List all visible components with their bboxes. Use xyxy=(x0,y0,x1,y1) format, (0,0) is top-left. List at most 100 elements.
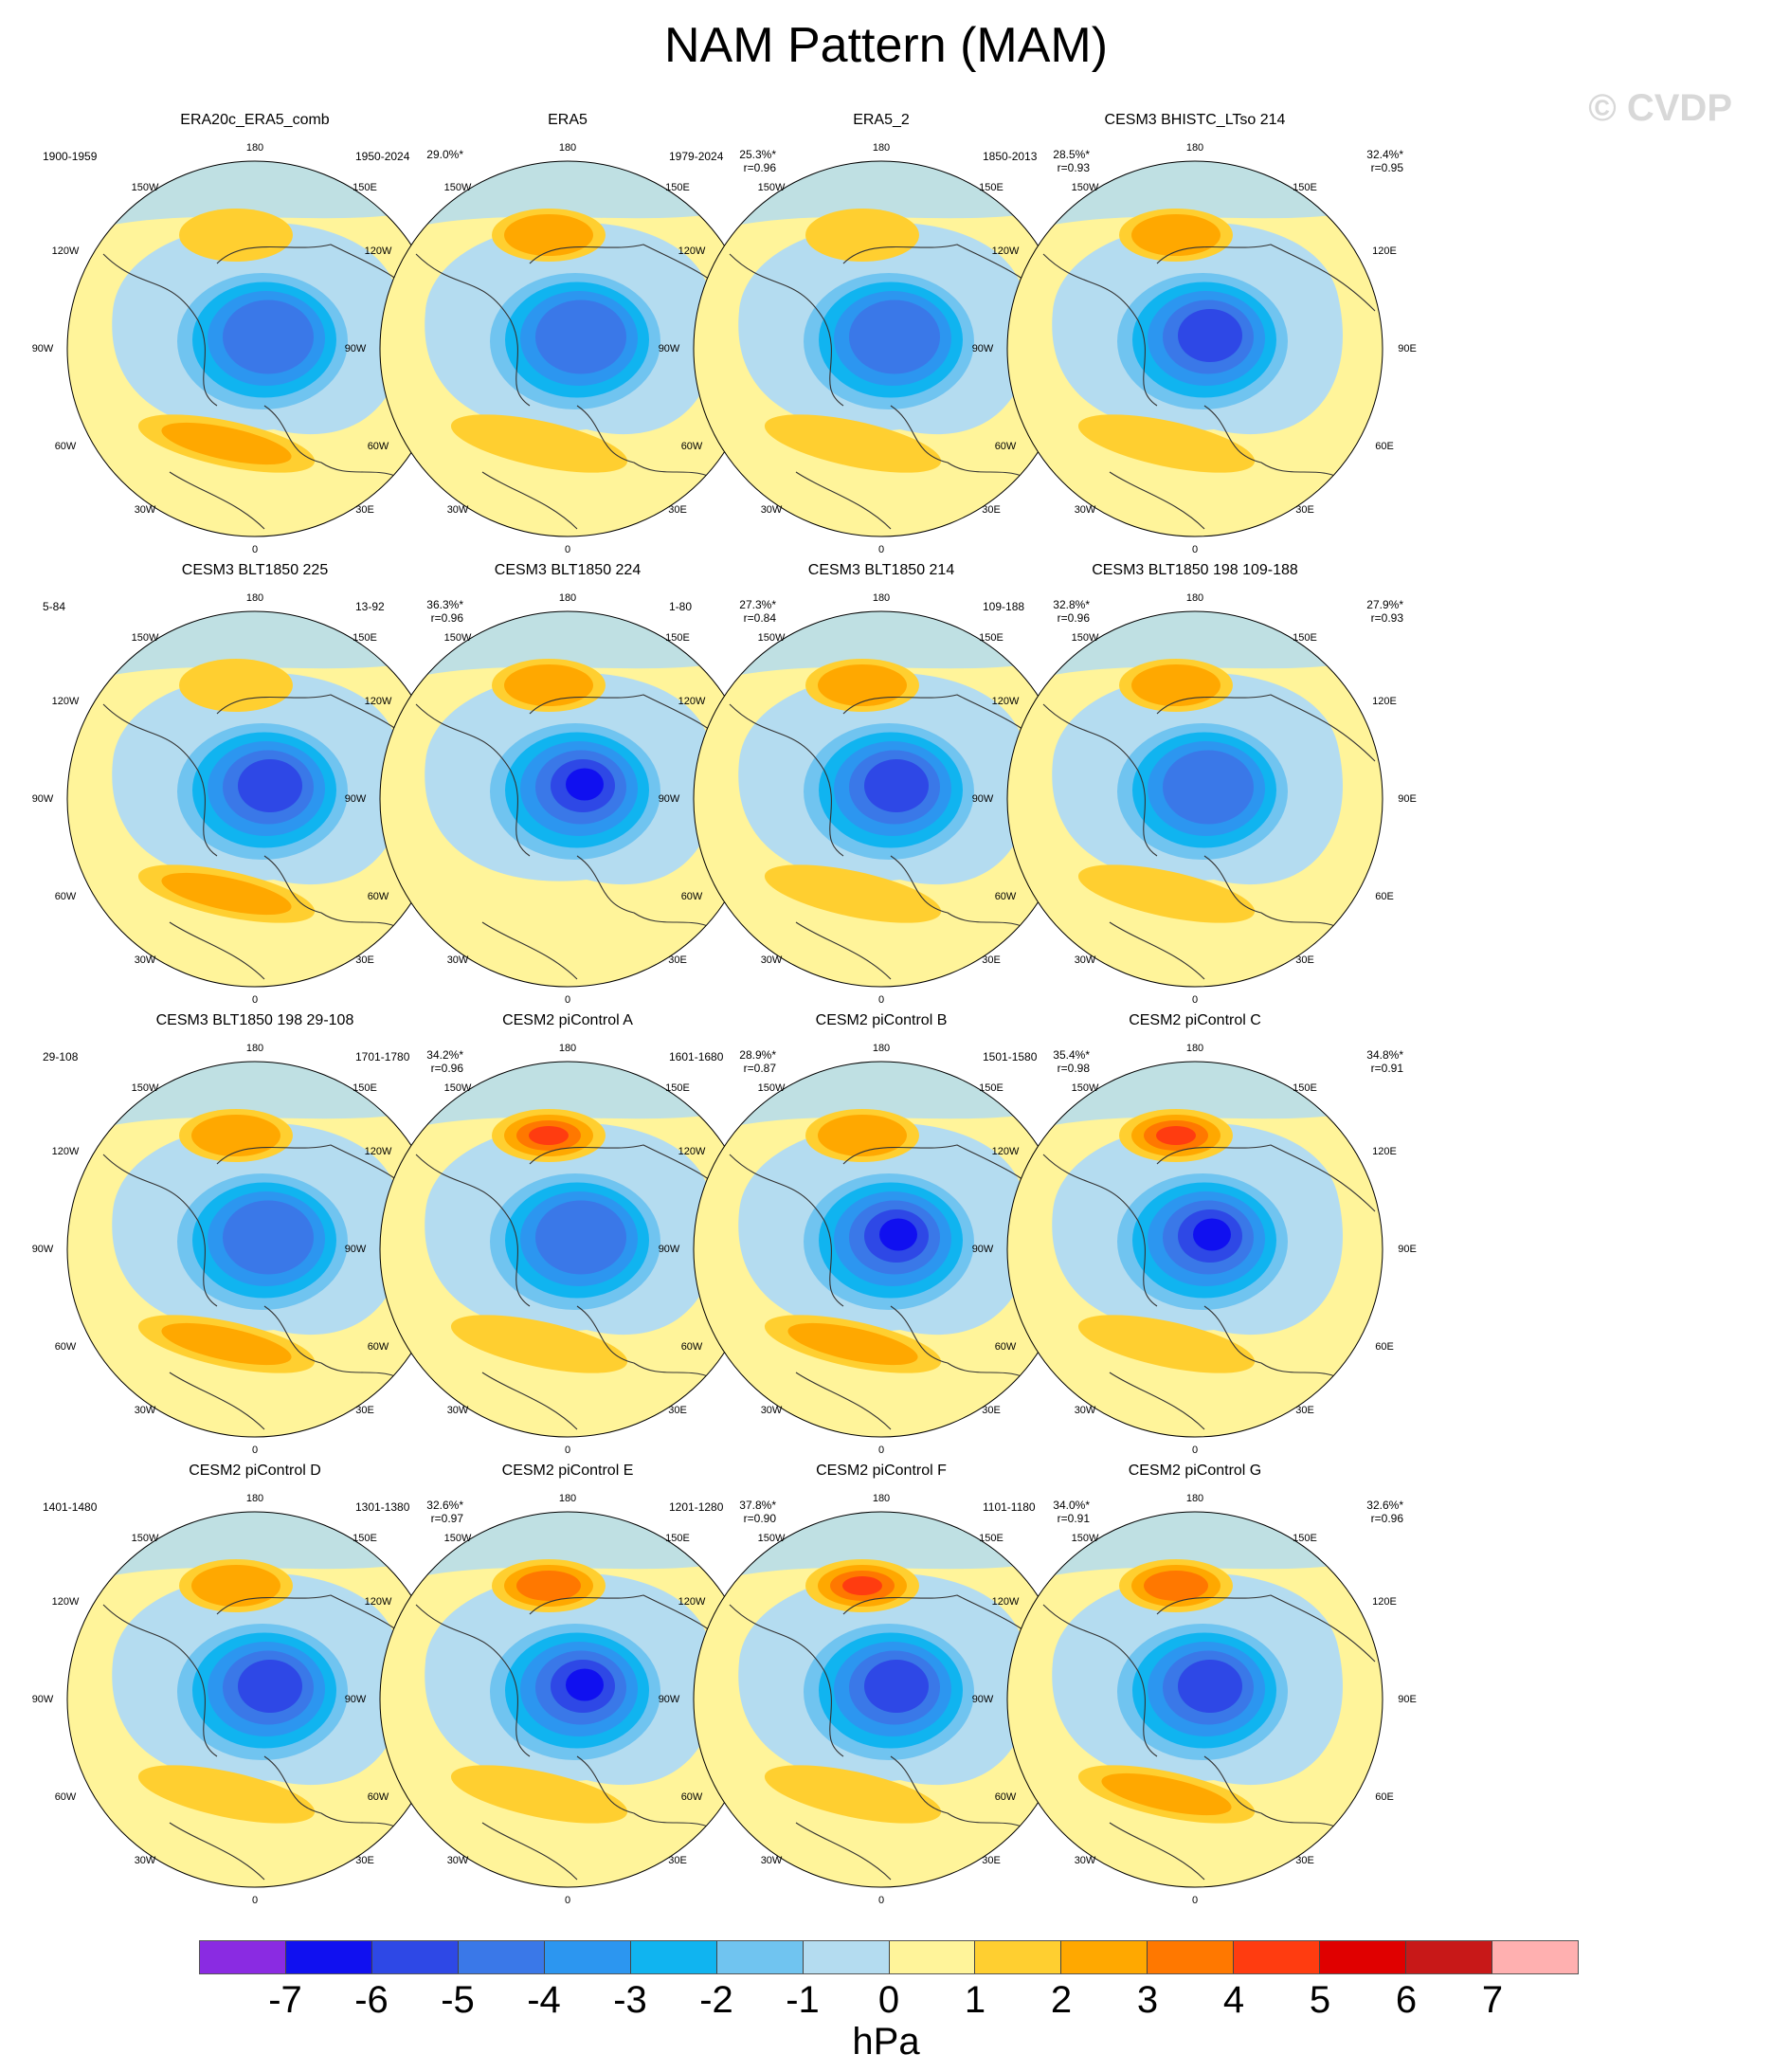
atlantic-high-contour xyxy=(1077,1315,1256,1373)
panel-period: 1101-1180 xyxy=(983,1500,1036,1514)
longitude-label: 60W xyxy=(54,1341,77,1353)
arctic-low-contour xyxy=(1178,1660,1242,1713)
longitude-label: 180 xyxy=(245,142,264,154)
colorbar-swatch xyxy=(285,1941,372,1973)
longitude-label: 180 xyxy=(245,1043,264,1054)
map-panel: ERA5_2 1979-2024 28.5%* r=0.93 180 0 150W 150E 1… xyxy=(659,112,1103,557)
polar-map xyxy=(1006,1061,1383,1438)
panel-title: CESM3 BLT1850 214 xyxy=(807,562,955,578)
coastline xyxy=(1042,1144,1376,1430)
pattern-correlation: r=0.93 xyxy=(1370,611,1403,625)
colorbar-swatch xyxy=(371,1941,459,1973)
longitude-label: 0 xyxy=(251,1445,259,1456)
colorbar-tick-label: 7 xyxy=(1481,1979,1504,2021)
variance-explained: 32.6%* xyxy=(426,1499,463,1512)
pacific-high-contour xyxy=(1131,664,1221,706)
colorbar-swatch xyxy=(889,1941,976,1973)
variance-explained: 32.8%* xyxy=(1053,598,1090,611)
panel-stats: 32.6%* r=0.97 xyxy=(426,1499,463,1525)
longitude-label: 90W xyxy=(971,343,994,354)
longitude-label: 30E xyxy=(355,1855,374,1866)
longitude-label: 30E xyxy=(1295,1405,1314,1416)
panel-stats: 34.2%* r=0.96 xyxy=(426,1048,463,1075)
colorbar-swatch xyxy=(1492,1941,1578,1973)
panel-stats: 25.3%* r=0.96 xyxy=(739,148,776,174)
longitude-label: 30E xyxy=(1295,1855,1314,1866)
longitude-label: 90W xyxy=(971,793,994,805)
longitude-label: 120W xyxy=(364,696,392,707)
longitude-label: 0 xyxy=(877,994,885,1006)
arctic-low-contour xyxy=(238,759,302,812)
longitude-label: 30E xyxy=(982,954,1001,966)
pacific-high-contour xyxy=(818,664,907,706)
pattern-correlation: r=0.93 xyxy=(1057,161,1090,174)
colorbar xyxy=(199,1940,1579,1974)
longitude-label: 0 xyxy=(251,994,259,1006)
map-panel: CESM2 piControl G 1101-1180 32.6%* r=0.96 18… xyxy=(972,1463,1417,1908)
panel-period: 1301-1380 xyxy=(355,1500,410,1514)
panel-period: 1950-2024 xyxy=(355,150,410,163)
longitude-label: 120E xyxy=(1372,1146,1397,1157)
colorbar-swatch xyxy=(1320,1941,1407,1973)
longitude-label: 150W xyxy=(443,182,472,193)
longitude-label: 150E xyxy=(1293,632,1317,644)
panel-period: 1900-1959 xyxy=(43,150,98,163)
longitude-label: 0 xyxy=(1191,1895,1199,1906)
longitude-label: 60E xyxy=(1375,441,1394,452)
longitude-label: 120W xyxy=(51,1596,80,1608)
longitude-label: 30E xyxy=(355,504,374,516)
atlantic-high-contour xyxy=(1101,1772,1232,1816)
map-boundary xyxy=(1006,1511,1383,1888)
longitude-label: 90E xyxy=(1398,343,1417,354)
arctic-low-contour xyxy=(849,300,940,374)
longitude-label: 150W xyxy=(1071,1082,1099,1094)
longitude-label: 30W xyxy=(446,954,469,966)
longitude-label: 150E xyxy=(665,1082,690,1094)
panel-title: CESM2 piControl A xyxy=(502,1012,633,1028)
longitude-label: 180 xyxy=(872,592,891,604)
colorbar-swatch xyxy=(716,1941,804,1973)
atlantic-high-contour xyxy=(1077,414,1256,473)
longitude-label: 120W xyxy=(51,1146,80,1157)
coastline xyxy=(729,1594,1062,1881)
panel-stats: 34.0%* r=0.91 xyxy=(1053,1499,1090,1525)
longitude-label: 0 xyxy=(1191,1445,1199,1456)
longitude-label: 30W xyxy=(134,1405,156,1416)
longitude-label: 0 xyxy=(877,1445,885,1456)
longitude-label: 150E xyxy=(665,182,690,193)
longitude-label: 60W xyxy=(994,891,1017,902)
coastline xyxy=(102,694,436,980)
longitude-label: 120E xyxy=(1372,696,1397,707)
longitude-label: 150W xyxy=(443,632,472,644)
panel-title: CESM2 piControl C xyxy=(1129,1012,1261,1028)
longitude-label: 30W xyxy=(1074,954,1096,966)
pacific-high-contour xyxy=(818,1115,907,1156)
longitude-label: 30W xyxy=(446,504,469,516)
map-panel: CESM2 piControl C 1501-1580 34.8%* r=0.91 18… xyxy=(972,1012,1417,1458)
longitude-label: 150E xyxy=(1293,1533,1317,1544)
arctic-low-contour xyxy=(223,300,314,374)
atlantic-high-contour xyxy=(764,864,942,923)
pattern-correlation: r=0.96 xyxy=(430,611,463,625)
polar-map xyxy=(693,160,1070,537)
longitude-label: 150W xyxy=(757,1533,786,1544)
atlantic-high-contour xyxy=(450,414,628,473)
polar-map xyxy=(379,610,756,988)
longitude-label: 60E xyxy=(1375,1791,1394,1803)
longitude-label: 60W xyxy=(680,441,703,452)
map-panel: ERA20c_ERA5_comb 1900-1959 29.0%* 180 0 150W 1… xyxy=(32,112,477,557)
map-panel: CESM3 BLT1850 214 1-80 32.8%* r=0.96 180 0 150… xyxy=(659,562,1103,1008)
panel-stats: 34.8%* r=0.91 xyxy=(1366,1048,1403,1075)
figure-title: NAM Pattern (MAM) xyxy=(663,18,1109,73)
colorbar-swatch xyxy=(630,1941,717,1973)
panel-period: 5-84 xyxy=(43,600,66,613)
longitude-label: 180 xyxy=(558,592,577,604)
colorbar-tick-label: 1 xyxy=(964,1979,986,2021)
longitude-label: 60W xyxy=(994,441,1017,452)
coastline xyxy=(1042,694,1376,980)
panel-title: CESM2 piControl D xyxy=(189,1463,321,1479)
variance-explained: 34.8%* xyxy=(1366,1048,1403,1062)
polar-map xyxy=(1006,610,1383,988)
longitude-label: 30E xyxy=(668,1855,687,1866)
panel-period: 1601-1680 xyxy=(669,1050,724,1063)
